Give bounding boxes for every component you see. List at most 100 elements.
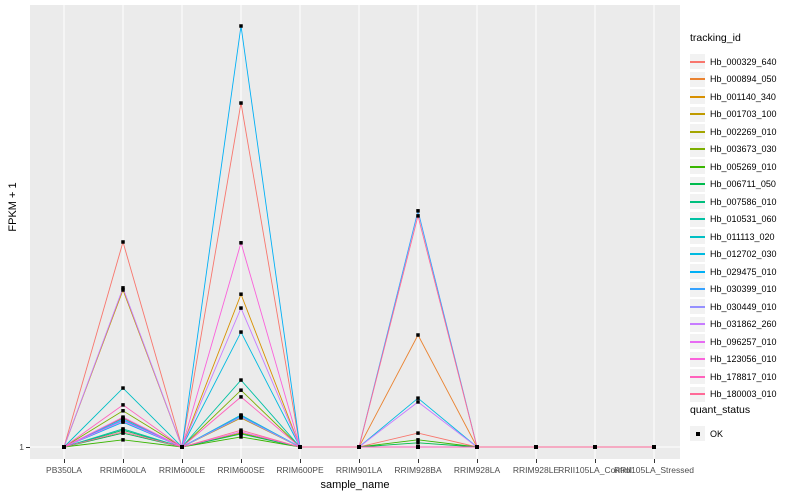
data-point-marker (121, 386, 125, 390)
x-axis-tick-label: RRIM600LE (158, 465, 206, 475)
data-point-marker (121, 409, 125, 413)
legend-item-label: Hb_180003_010 (710, 389, 777, 400)
legend-item-Hb_031862_260: Hb_031862_260 (690, 316, 800, 334)
legend-item-label: Hb_096257_010 (710, 336, 777, 347)
legend-line-swatch (690, 113, 705, 116)
data-point-marker (239, 330, 243, 334)
data-point-marker (121, 240, 125, 244)
data-point-marker (121, 419, 125, 423)
data-point-marker (239, 388, 243, 392)
data-point-marker (357, 445, 361, 449)
data-point-marker (239, 306, 243, 310)
legend-item-Hb_002269_010: Hb_002269_010 (690, 123, 800, 141)
x-axis-tick-label: RRII105LA_Control (558, 465, 632, 475)
legend-item-label: Hb_030399_010 (710, 284, 777, 295)
data-point-marker (239, 428, 243, 432)
x-axis-tick-label: PB350LA (46, 465, 82, 475)
legend-item-label: Hb_011113_020 (710, 231, 775, 242)
data-point-marker (416, 400, 420, 404)
legend-item-Hb_006711_050: Hb_006711_050 (690, 176, 800, 194)
data-point-marker (416, 209, 420, 213)
legend-item-Hb_007586_010: Hb_007586_010 (690, 193, 800, 211)
data-point-marker (180, 445, 184, 449)
legend-item-Hb_030449_010: Hb_030449_010 (690, 298, 800, 316)
legend-item-Hb_005269_010: Hb_005269_010 (690, 158, 800, 176)
legend-line-swatch (690, 288, 705, 291)
legend-item-Hb_001703_100: Hb_001703_100 (690, 106, 800, 124)
legend-key-box (690, 176, 705, 192)
square-point-icon (695, 431, 700, 436)
legend-key-box (690, 386, 705, 402)
legend-line-swatch (690, 218, 705, 221)
x-axis-tick-mark (64, 459, 65, 463)
legend-item-Hb_178817_010: Hb_178817_010 (690, 368, 800, 386)
legend-key-box (690, 351, 705, 367)
legend-item-label: Hb_003673_030 (710, 144, 777, 155)
legend-item-label: Hb_178817_010 (710, 371, 777, 382)
x-axis-tick-mark (418, 459, 419, 463)
x-axis-tick-label: RRII105LA_Stressed (614, 465, 694, 475)
legend-item-label: Hb_000329_640 (710, 56, 777, 67)
legend-key-box (690, 141, 705, 157)
legend-item-Hb_030399_010: Hb_030399_010 (690, 281, 800, 299)
data-point-marker (121, 415, 125, 419)
legend-key-box (690, 281, 705, 297)
legend-line-swatch (690, 130, 705, 133)
data-point-marker (239, 24, 243, 28)
x-axis-tick-mark (300, 459, 301, 463)
data-point-marker (416, 438, 420, 442)
data-point-marker (416, 445, 420, 449)
legend-item-Hb_001140_340: Hb_001140_340 (690, 88, 800, 106)
legend-line-swatch (690, 183, 705, 186)
plot-panel (30, 5, 680, 459)
data-point-marker (416, 431, 420, 435)
legend-item-label: Hb_001703_100 (710, 109, 777, 120)
data-point-marker (593, 445, 597, 449)
x-axis-tick-mark (595, 459, 596, 463)
plot-lines-svg (30, 5, 680, 459)
legend-key-box (690, 54, 705, 70)
legend-key-box (690, 194, 705, 210)
legend-item-label: Hb_007586_010 (710, 196, 777, 207)
legend-item-Hb_180003_010: Hb_180003_010 (690, 386, 800, 404)
legend-item-label: Hb_002269_010 (710, 126, 777, 137)
legend-title-tracking-id: tracking_id (690, 32, 741, 44)
legend-line-swatch (690, 323, 705, 326)
legend-line-swatch (690, 375, 705, 378)
y-axis-title: FPKM + 1 (7, 182, 19, 232)
data-point-marker (239, 435, 243, 439)
legend-item-label: Hb_010531_060 (710, 214, 777, 225)
data-point-marker (121, 403, 125, 407)
x-axis-tick-label: RRIM600PE (276, 465, 324, 475)
legend-item-Hb_000894_050: Hb_000894_050 (690, 71, 800, 89)
y-axis-tick-mark (26, 447, 30, 448)
legend-title-quant-status: quant_status (690, 404, 751, 416)
legend-item-ok: OK (690, 425, 800, 443)
x-axis-tick-mark (536, 459, 537, 463)
legend-key-box (690, 229, 705, 245)
legend-item-label: Hb_001140_340 (710, 91, 776, 102)
legend-line-swatch (690, 148, 705, 151)
data-point-marker (416, 396, 420, 400)
legend-line-swatch (690, 393, 705, 396)
data-point-marker (121, 288, 125, 292)
legend-line-swatch (690, 60, 705, 63)
legend-item-Hb_003673_030: Hb_003673_030 (690, 141, 800, 159)
legend-line-swatch (690, 305, 705, 308)
legend-key-box (690, 299, 705, 315)
y-axis-tick-label: 1 (19, 441, 24, 452)
data-point-marker (475, 445, 479, 449)
legend-key-box (690, 89, 705, 105)
data-point-marker (534, 445, 538, 449)
data-point-marker (416, 441, 420, 445)
data-point-marker (298, 445, 302, 449)
legend-line-swatch (690, 78, 705, 81)
legend-item-Hb_123056_010: Hb_123056_010 (690, 351, 800, 369)
legend-tracking-id: tracking_id Hb_000329_640 Hb_000894_050 Hb… (690, 32, 800, 403)
legend-line-swatch (690, 165, 705, 168)
legend-item-Hb_029475_010: Hb_029475_010 (690, 263, 800, 281)
legend-key-box (690, 106, 705, 122)
x-axis-tick-mark (182, 459, 183, 463)
legend-item-Hb_010531_060: Hb_010531_060 (690, 211, 800, 229)
data-point-marker (239, 395, 243, 399)
